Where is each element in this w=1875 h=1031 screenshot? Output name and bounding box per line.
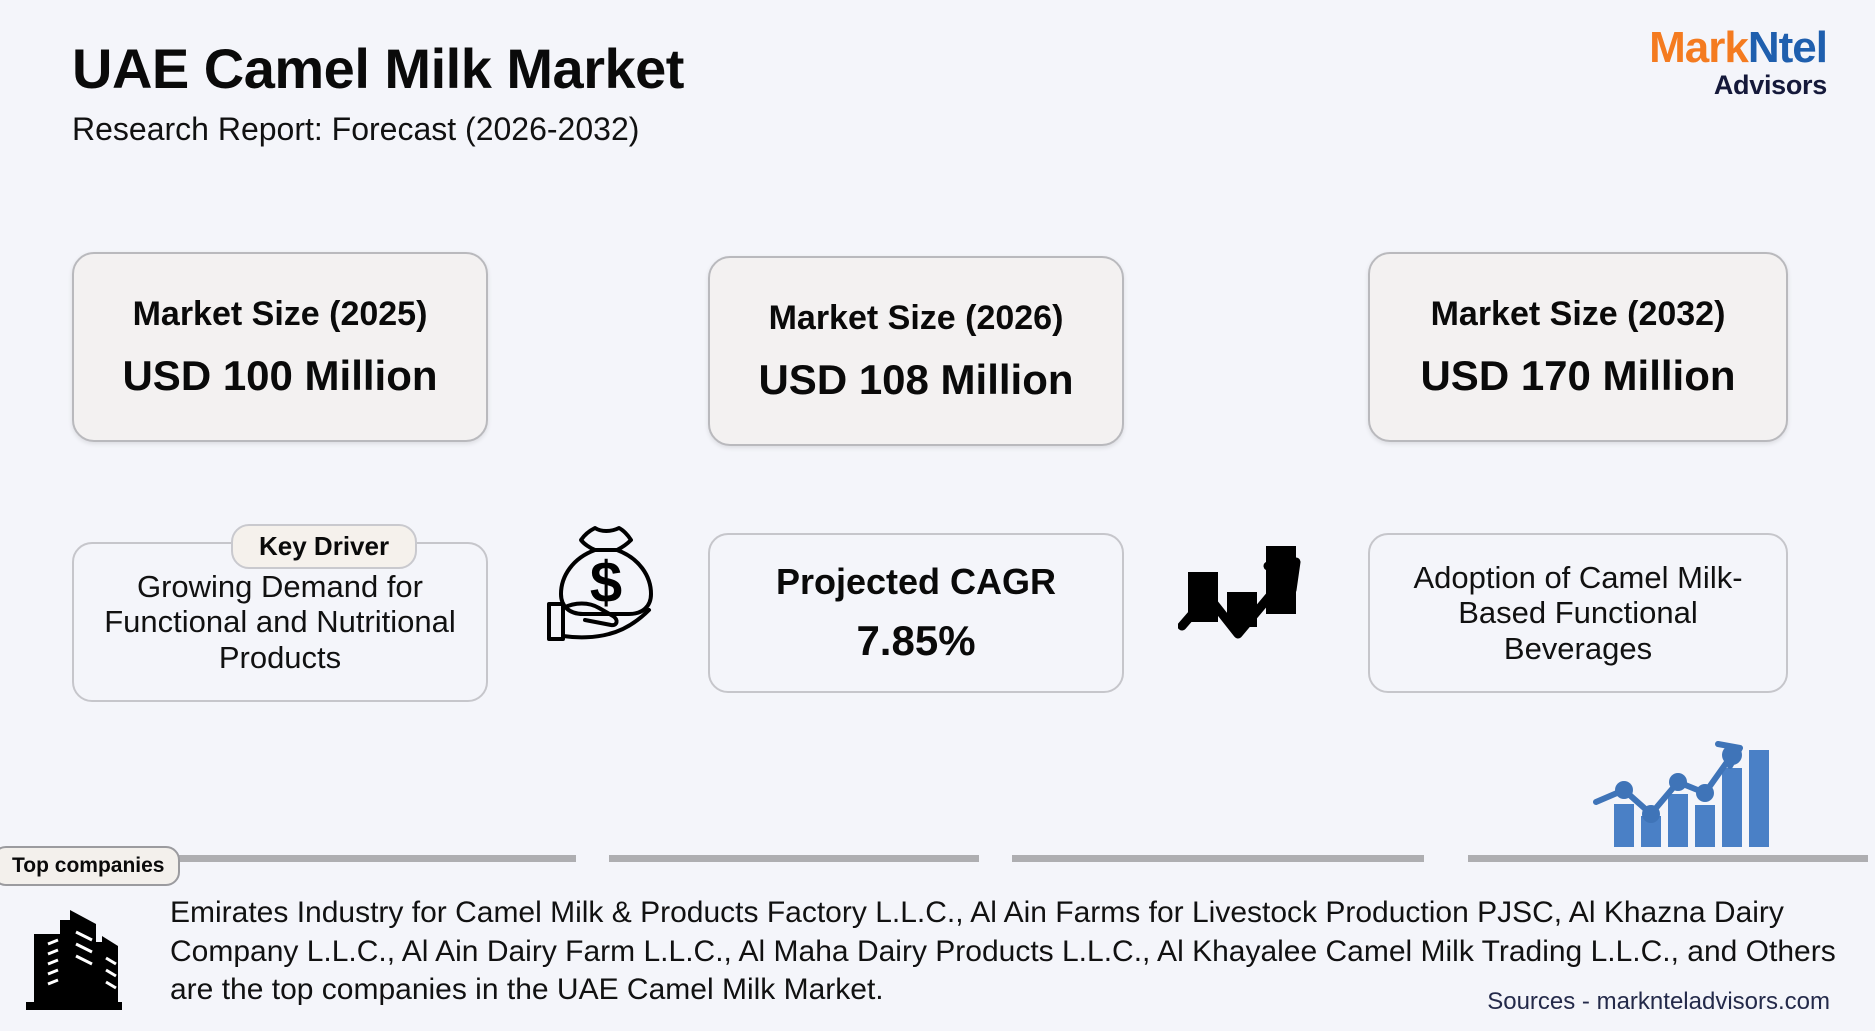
cagr-value: 7.85% xyxy=(856,617,976,664)
divider-segment-2 xyxy=(609,855,979,862)
key-driver-text: Growing Demand for Functional and Nutrit… xyxy=(104,569,456,675)
market-size-label-2026: Market Size (2026) xyxy=(768,298,1064,337)
page-title: UAE Camel Milk Market xyxy=(72,37,684,100)
key-trend-card: Key Trend Adoption of Camel Milk-Based F… xyxy=(1368,533,1788,693)
market-size-label-2025: Market Size (2025) xyxy=(132,294,428,333)
market-size-card-2026: Market Size (2026) USD 108 Million xyxy=(708,256,1124,446)
blue-bar-line-chart-icon xyxy=(1590,732,1770,847)
key-trend-text: Adoption of Camel Milk-Based Functional … xyxy=(1413,560,1743,666)
divider-segment-3 xyxy=(1012,855,1424,862)
market-size-label-2032: Market Size (2032) xyxy=(1430,294,1726,333)
top-companies-text: Emirates Industry for Camel Milk & Produ… xyxy=(170,896,1836,1007)
market-size-card-2025: Market Size (2025) USD 100 Million xyxy=(72,252,488,442)
brand-logo: MarkNtel Advisors xyxy=(1649,23,1828,100)
market-size-card-2032: Market Size (2032) USD 170 Million xyxy=(1368,252,1788,442)
sources-text: Sources - marknteladvisors.com xyxy=(1487,988,1830,1015)
divider-segment-4 xyxy=(1468,855,1868,862)
market-size-value-2026: USD 108 Million xyxy=(758,355,1074,403)
market-size-value-2025: USD 100 Million xyxy=(122,351,438,399)
top-companies-badge: Top companies xyxy=(0,846,181,886)
top-companies-section: Top companies Emirates Industry for Came… xyxy=(0,741,1875,1031)
divider-segment-1 xyxy=(140,855,576,862)
key-driver-pill: Key Driver xyxy=(231,524,418,569)
page-header: UAE Camel Milk Market Research Report: F… xyxy=(72,37,684,148)
cagr-label: Projected CAGR xyxy=(775,561,1057,602)
logo-ntel-text: Ntel xyxy=(1747,23,1828,72)
cagr-card: Projected CAGR 7.85% xyxy=(708,533,1124,693)
market-size-row: Market Size (2025) USD 100 Million $ Mar… xyxy=(0,252,1875,641)
insights-row: Key Driver Growing Demand for Functional… xyxy=(0,524,1875,723)
buildings-icon xyxy=(18,902,128,1012)
key-driver-card: Key Driver Growing Demand for Functional… xyxy=(72,524,488,702)
logo-wordmark: MarkNtel xyxy=(1649,23,1828,72)
growth-bar-arrow-icon xyxy=(1177,530,1308,640)
market-size-value-2032: USD 170 Million xyxy=(1420,351,1736,399)
logo-advisors-text: Advisors xyxy=(1713,70,1827,100)
logo-mark-text: Mark xyxy=(1649,23,1749,72)
page-subtitle: Research Report: Forecast (2026-2032) xyxy=(72,110,640,147)
money-bag-in-hand-icon: $ xyxy=(533,504,673,644)
